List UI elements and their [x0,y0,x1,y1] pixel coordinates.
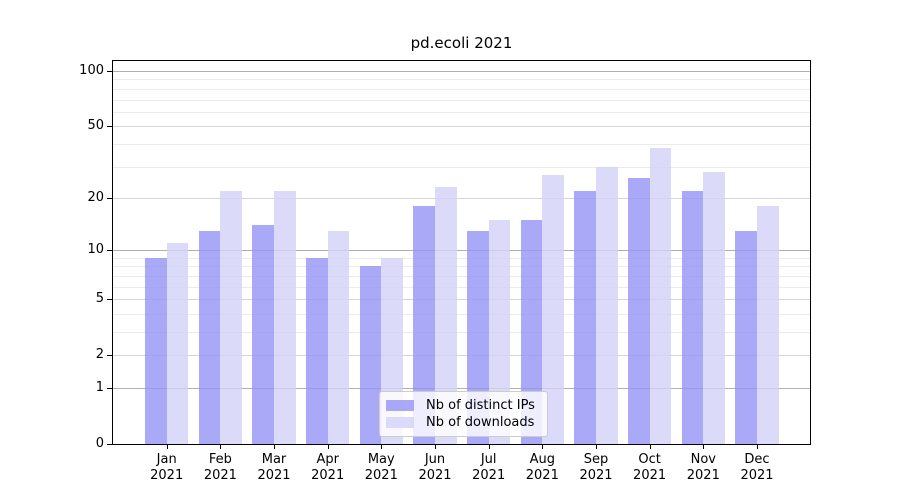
bar-nb-of-distinct-ips-oct [628,177,650,444]
bar-nb-of-downloads-nov [703,171,725,444]
gridline-10 [113,250,810,252]
x-tick-mark-aug [542,444,544,449]
gridline-1 [113,388,810,389]
y-tick-mark-2 [107,355,113,357]
x-tick-label-feb: Feb 2021 [203,452,237,483]
bar-nb-of-distinct-ips-apr [306,257,328,444]
bar-nb-of-distinct-ips-aug [520,219,543,444]
x-tick-mark-mar [274,444,275,449]
y-tick-mark-50 [107,126,113,128]
y-tick-mark-5 [107,299,113,301]
gridline-100 [113,71,810,72]
bar-nb-of-downloads-mar [274,190,296,444]
gridline-20 [113,197,810,199]
bar-nb-of-distinct-ips-jun [413,206,435,444]
y-tick-label-5: 5 [95,291,104,307]
legend-swatch-distinct-ips [386,400,414,411]
x-tick-mark-jun [435,444,436,449]
x-tick-mark-dec [757,444,758,449]
y-tick-label-0: 0 [95,436,104,451]
y-tick-label-20: 20 [87,189,104,205]
legend-item-distinct-ips: Nb of distinct IPs [386,397,535,414]
gridline-50 [113,126,810,128]
x-tick-mark-feb [220,444,222,449]
bar-nb-of-downloads-dec [757,206,779,444]
y-tick-mark-20 [107,197,113,199]
x-tick-label-jun: Jun 2021 [418,452,452,483]
gridline-70 [113,99,810,101]
chart-title: pd.ecoli 2021 [410,34,513,52]
bar-nb-of-downloads-apr [327,230,350,444]
x-tick-label-oct: Oct 2021 [633,452,667,483]
bar-nb-of-distinct-ips-feb [198,230,221,444]
x-tick-label-nov: Nov 2021 [686,452,720,483]
bar-nb-of-downloads-jul [488,219,511,444]
gridline-30 [113,166,810,168]
x-tick-label-dec: Dec 2021 [740,452,774,483]
plot-area: Nb of distinct IPs Nb of downloads [112,60,811,445]
legend-item-downloads: Nb of downloads [386,414,535,431]
bar-nb-of-distinct-ips-dec [735,230,757,444]
bar-nb-of-downloads-oct [649,147,672,444]
y-tick-label-10: 10 [87,242,104,258]
y-tick-mark-100 [107,71,113,72]
x-tick-label-apr: Apr 2021 [311,452,345,483]
x-tick-label-aug: Aug 2021 [525,452,559,483]
bar-nb-of-distinct-ips-nov [681,190,704,444]
x-tick-mark-nov [703,444,705,449]
x-tick-mark-oct [649,444,651,449]
x-tick-mark-may [381,444,383,449]
gridline-6 [113,286,810,288]
y-tick-label-1: 1 [95,380,104,395]
x-tick-label-jul: Jul 2021 [472,452,506,483]
gridline-4 [113,313,810,315]
gridline-7 [113,275,810,277]
y-tick-mark-1 [107,388,113,389]
y-tick-label-100: 100 [79,63,104,78]
bar-nb-of-distinct-ips-jan [145,257,167,444]
gridline-40 [113,143,810,145]
bar-nb-of-downloads-sep [596,166,618,444]
bar-nb-of-downloads-jun [435,187,457,444]
gridline-80 [113,88,810,90]
x-tick-label-sep: Sep 2021 [579,452,613,483]
gridline-5 [113,299,810,301]
bar-nb-of-distinct-ips-may [359,266,382,444]
legend-swatch-downloads [386,417,414,428]
x-tick-mark-apr [327,444,329,449]
y-tick-mark-10 [107,250,113,252]
y-tick-mark-0 [107,444,113,445]
gridline-9 [113,257,810,259]
y-tick-label-2: 2 [95,347,104,363]
bar-nb-of-downloads-aug [542,174,564,444]
gridline-60 [113,111,810,113]
x-tick-mark-jul [488,444,490,449]
gridline-3 [113,332,810,333]
x-tick-label-may: May 2021 [364,452,398,483]
gridline-90 [113,79,810,81]
y-tick-label-50: 50 [87,118,104,134]
x-tick-label-mar: Mar 2021 [257,452,291,483]
legend-label-downloads: Nb of downloads [426,415,535,430]
x-tick-mark-sep [596,444,597,449]
gridline-8 [113,266,810,268]
bar-nb-of-downloads-feb [220,190,242,444]
gridline-2 [113,355,810,357]
x-tick-mark-jan [166,444,168,449]
bar-nb-of-downloads-jan [166,243,189,444]
legend-label-distinct-ips: Nb of distinct IPs [426,398,535,413]
x-tick-label-jan: Jan 2021 [150,452,184,483]
legend: Nb of distinct IPs Nb of downloads [379,391,548,437]
bar-nb-of-distinct-ips-jul [467,230,489,444]
bar-nb-of-distinct-ips-mar [252,225,274,444]
bar-nb-of-distinct-ips-sep [574,190,596,444]
